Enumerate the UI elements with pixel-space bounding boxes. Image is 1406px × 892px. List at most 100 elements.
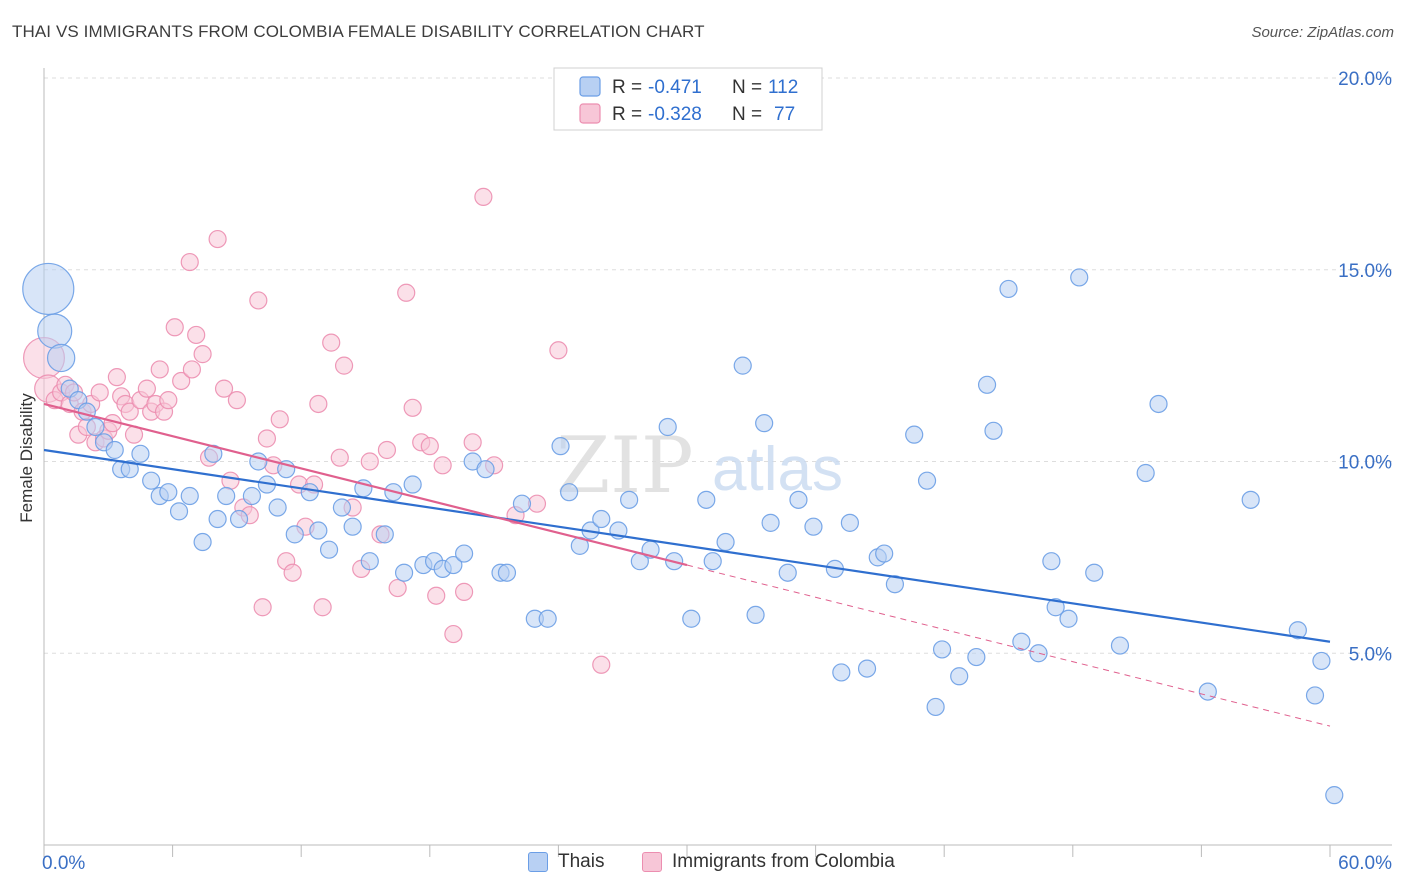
colombia-point — [107, 368, 126, 387]
thais-point — [46, 343, 76, 373]
colombia-point — [180, 252, 199, 272]
thais-point — [789, 490, 808, 509]
thais-point — [999, 279, 1018, 299]
x-axis-ticks — [43, 845, 1331, 857]
thais-point — [208, 509, 227, 529]
y-tick-label: 20.0% — [1338, 69, 1392, 90]
thais-point — [778, 563, 797, 582]
thais-point — [360, 552, 379, 571]
watermark-atlas: atlas — [712, 435, 843, 504]
thais-point — [37, 313, 73, 349]
thais-point — [454, 544, 474, 563]
colombia-point — [137, 379, 156, 398]
legend-label-colombia: Immigrants from Colombia — [672, 851, 895, 872]
thais-point — [343, 517, 362, 536]
thais-point — [1110, 636, 1130, 655]
legend-swatch-thais — [528, 852, 548, 872]
colombia-trend-extension — [686, 564, 1331, 727]
thais-point — [319, 540, 339, 559]
thais-point — [716, 532, 735, 552]
thais-point — [926, 697, 945, 717]
thais-point — [444, 555, 463, 575]
correlation-legend: R = -0.471 N = 112 R = -0.328 N = 77 — [553, 67, 823, 131]
colombia-point — [159, 391, 178, 410]
series-thais-points — [22, 262, 1344, 805]
thais-point — [1012, 632, 1031, 651]
thais-point — [403, 475, 422, 494]
colombia-point — [187, 325, 206, 345]
colombia-point — [388, 578, 407, 598]
thais-point — [950, 667, 969, 686]
colombia-point — [549, 341, 568, 360]
thais-point — [512, 494, 532, 513]
colombia-point — [474, 187, 493, 206]
colombia-point — [221, 471, 240, 490]
legend-swatch-colombia — [642, 852, 662, 872]
colombia-point — [433, 456, 452, 475]
thais-point — [1305, 686, 1325, 705]
thais-point — [840, 513, 859, 532]
y-tick-label: 15.0% — [1338, 261, 1392, 282]
axes — [43, 68, 1392, 846]
colombia-point — [330, 448, 349, 467]
colombia-point — [214, 379, 234, 398]
thais-point — [242, 486, 262, 506]
y-tick-label: 10.0% — [1338, 453, 1392, 474]
colombia-point — [360, 452, 379, 471]
legend-label-thais: Thais — [558, 851, 605, 872]
thais-point — [984, 421, 1003, 440]
colombia-point — [208, 229, 227, 249]
thais-point — [159, 483, 178, 502]
thais-point — [120, 460, 139, 479]
colombia-point — [249, 291, 268, 310]
colombia-point — [253, 598, 272, 617]
trend-lines — [43, 402, 1331, 727]
colombia-point — [334, 356, 354, 375]
thais-point — [885, 575, 905, 594]
thais-point — [620, 490, 639, 509]
thais-point — [1029, 644, 1048, 663]
legend-n-value: 112 — [768, 77, 798, 98]
thais-point — [169, 502, 189, 521]
colombia-point — [377, 440, 397, 460]
thais-point — [703, 552, 722, 571]
colombia-point — [182, 360, 201, 379]
thais-point — [761, 513, 780, 532]
series-colombia-points — [23, 187, 611, 674]
chart-source: Source: ZipAtlas.com — [1251, 24, 1394, 41]
thais-point — [285, 525, 304, 544]
thais-point — [394, 563, 414, 582]
thais-point — [1136, 463, 1155, 483]
thais-point — [309, 521, 328, 540]
colombia-point — [257, 429, 277, 448]
thais-point — [105, 440, 124, 460]
thais-point — [733, 356, 752, 375]
chart-title: THAI VS IMMIGRANTS FROM COLOMBIA FEMALE … — [12, 22, 705, 41]
thais-trend-line — [43, 448, 1331, 643]
y-axis-label: Female Disability — [17, 393, 36, 523]
thais-point — [917, 471, 937, 490]
colombia-point — [427, 586, 446, 605]
thais-point — [1241, 490, 1260, 509]
thais-point — [967, 647, 986, 667]
legend-swatch-thais — [579, 76, 601, 97]
x-tick-label-max: 60.0% — [1338, 853, 1392, 874]
legend-r-label: R = — [612, 77, 642, 98]
colombia-point — [193, 345, 212, 364]
colombia-point — [420, 437, 439, 456]
thais-point — [193, 532, 212, 552]
thais-point — [560, 483, 579, 502]
thais-point — [1070, 268, 1089, 287]
colombia-point — [313, 598, 332, 617]
thais-point — [832, 663, 851, 682]
thais-point — [375, 525, 394, 544]
watermark: ZIP atlas — [556, 421, 843, 511]
thais-point — [86, 417, 105, 437]
legend-swatch-colombia — [579, 103, 601, 124]
colombia-point — [120, 402, 139, 421]
thais-point — [217, 486, 236, 506]
legend-n-value: 77 — [774, 104, 795, 125]
thais-point — [476, 460, 495, 479]
thais-point — [1059, 609, 1078, 628]
